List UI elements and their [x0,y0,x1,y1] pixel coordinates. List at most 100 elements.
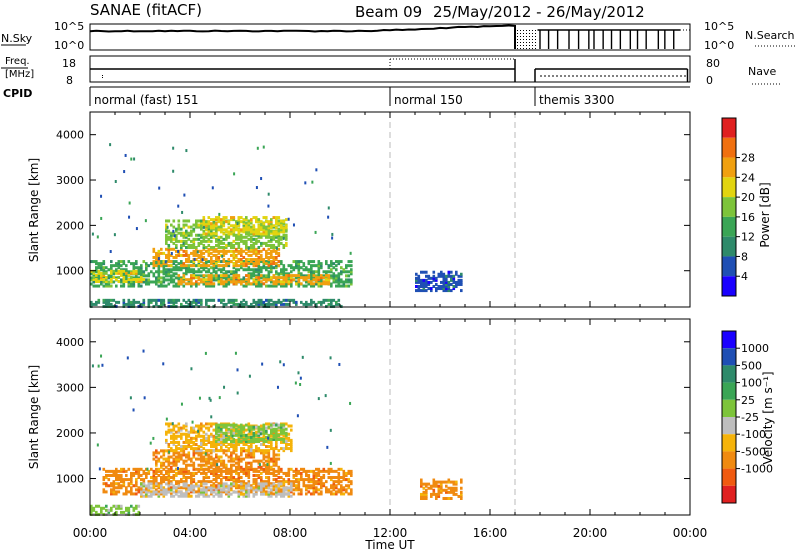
range-cell [160,247,163,251]
range-cell [192,473,196,477]
range-cell [177,426,181,430]
range-cell [262,461,266,465]
range-cell [280,280,283,284]
range-cell [92,280,96,284]
range-cell [245,284,248,288]
range-cell [160,476,163,480]
range-cell [175,304,178,308]
colorbar-tick-label: 100 [741,377,762,390]
range-cell [255,260,258,264]
range-cell [245,490,248,494]
range-cell [235,427,238,431]
range-cell [205,302,208,306]
range-cell [257,437,261,441]
range-cell [335,268,338,272]
range-cell [280,272,283,276]
range-cell [232,270,236,274]
range-cell [192,262,196,266]
range-cell [152,249,156,253]
range-cell [180,262,183,266]
range-cell [112,269,116,273]
range-cell [222,258,226,262]
range-cell [115,264,118,268]
range-cell [442,282,446,286]
range-cell [180,231,183,235]
range-cell [130,478,133,482]
range-cell [432,274,436,278]
range-cell [115,262,118,266]
range-cell [290,424,293,428]
range-cell [145,467,148,471]
range-cell [337,488,341,492]
range-cell [210,480,213,484]
range-cell [205,449,208,453]
range-cell [167,482,171,486]
range-cell [155,264,158,268]
range-cell [242,304,246,308]
range-cell [262,264,266,268]
range-cell [277,264,281,268]
range-cell [242,268,246,272]
range-cell [202,222,206,226]
range-cell [145,262,148,266]
range-cell [247,219,251,223]
range-cell [102,260,106,264]
range-cell [200,278,203,282]
range-cell [260,442,263,446]
range-cell [245,246,248,250]
range-cell [317,469,321,473]
range-cell [245,218,248,222]
range-cell [175,459,178,463]
range-cell [265,484,268,488]
range-cell [200,463,203,467]
range-cell [260,478,263,482]
range-cell [210,432,213,436]
range-cell [277,449,281,453]
range-cell [307,469,311,473]
range-cell [345,484,348,488]
range-cell [167,478,171,482]
range-cell [172,440,176,444]
range-cell [217,264,221,268]
range-cell [317,488,321,492]
range-cell [272,258,276,262]
range-cell [247,425,251,429]
range-cell [190,264,193,268]
range-cell [257,266,261,270]
range-cell [300,467,303,471]
range-cell [280,268,283,272]
range-cell [187,451,191,455]
range-cell [425,285,428,289]
range-cell [287,298,291,302]
range-cell [245,241,248,245]
range-cell [222,216,226,220]
range-cell [97,278,101,282]
range-cell [227,243,231,247]
isolated-cell [96,235,99,239]
range-cell [212,304,216,308]
range-cell [175,235,178,239]
range-cell [145,278,148,282]
range-cell [320,278,323,282]
range-cell [325,272,328,276]
range-cell [240,427,243,431]
range-cell [285,280,288,284]
range-cell [117,482,121,486]
range-cell [172,484,176,488]
range-cell [180,247,183,251]
range-cell [217,465,221,469]
range-cell [452,285,456,289]
range-cell [265,241,268,245]
range-cell [315,304,318,308]
range-cell [432,492,436,496]
range-cell [282,429,286,433]
range-cell [240,480,243,484]
range-cell [135,262,138,266]
isolated-cell [176,466,179,470]
range-cell [235,228,238,232]
range-cell [312,476,316,480]
range-cell [202,278,206,282]
range-cell [195,467,198,471]
range-cell [347,486,351,490]
range-cell [455,488,458,492]
